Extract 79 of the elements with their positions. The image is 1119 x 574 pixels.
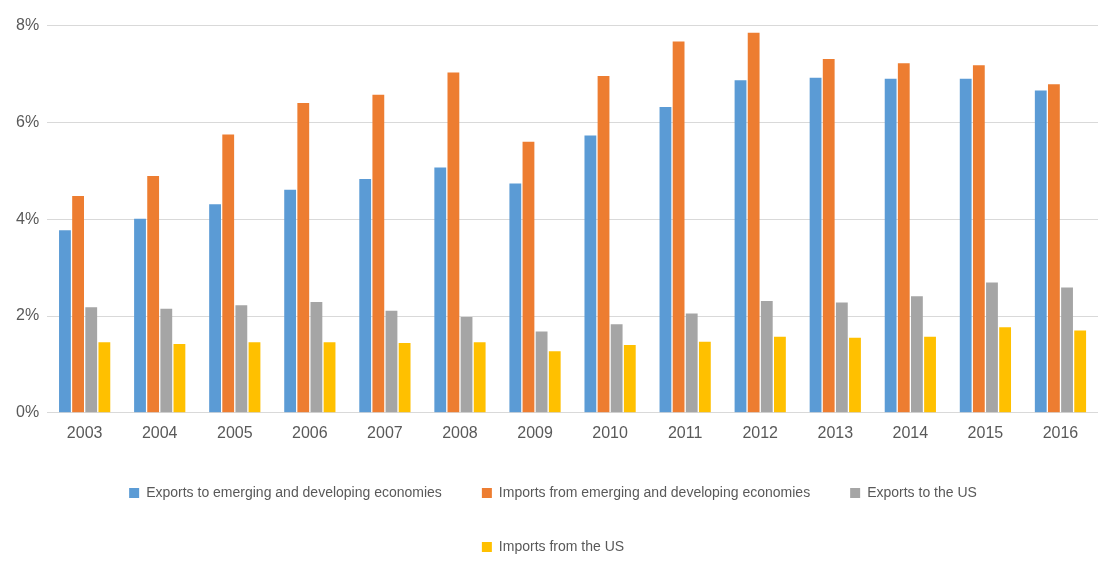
- bar: [672, 41, 685, 413]
- bar: [460, 316, 473, 413]
- bar: [173, 344, 186, 413]
- bar: [774, 336, 786, 413]
- bar: [747, 32, 760, 413]
- bar: [434, 167, 447, 413]
- bar: [59, 230, 71, 413]
- bar: [72, 195, 84, 413]
- x-tick-label: 2015: [967, 423, 1004, 441]
- bar: [972, 65, 985, 413]
- bar: [248, 342, 261, 413]
- bar: [359, 179, 372, 413]
- bar: [160, 308, 173, 413]
- bar: [911, 296, 923, 413]
- y-tick-label: 4%: [16, 209, 40, 227]
- bar: [685, 313, 698, 413]
- bar: [1047, 84, 1060, 413]
- x-tick-label: 2011: [667, 423, 703, 441]
- bar: [535, 331, 548, 413]
- legend-label: Imports from emerging and developing economies: [498, 483, 811, 500]
- y-tick-label: 6%: [16, 112, 40, 130]
- bar: [147, 176, 160, 413]
- x-tick-label: 2006: [292, 423, 328, 441]
- legend-label: Exports to the US: [867, 483, 977, 500]
- bar: [698, 341, 711, 413]
- bar: [473, 342, 486, 413]
- bar: [884, 78, 897, 413]
- y-tick-label: 0%: [16, 403, 40, 421]
- bar: [134, 218, 146, 413]
- bar: [310, 301, 323, 413]
- x-tick-label: 2013: [817, 423, 854, 441]
- x-tick-label: 2005: [216, 423, 253, 441]
- x-tick-label: 2007: [367, 423, 403, 441]
- bar: [959, 78, 972, 413]
- x-tick-label: 2010: [592, 423, 628, 441]
- bar: [323, 342, 336, 413]
- legend-label: Exports to emerging and developing economies: [146, 483, 442, 500]
- y-tick-label: 8%: [16, 16, 40, 34]
- bar: [1074, 330, 1087, 413]
- bar: [734, 80, 747, 413]
- bar: [284, 189, 297, 413]
- bar: [897, 63, 910, 413]
- bar: [209, 204, 221, 413]
- x-tick-label: 2012: [742, 423, 779, 441]
- legend-label: Imports from the US: [498, 537, 625, 554]
- bar: [548, 351, 561, 413]
- bar: [659, 106, 672, 413]
- x-tick-label: 2016: [1042, 423, 1079, 441]
- bar: [372, 94, 385, 413]
- bar: [610, 324, 623, 413]
- bar: [85, 307, 98, 413]
- bar: [509, 183, 522, 413]
- bar: [809, 77, 822, 413]
- bar: [999, 327, 1012, 413]
- bar: [222, 134, 235, 413]
- bar: [398, 343, 411, 413]
- y-tick-label: 2%: [16, 306, 40, 324]
- bar: [849, 337, 861, 413]
- bar: [822, 59, 835, 413]
- bar: [584, 135, 597, 413]
- bar: [924, 336, 936, 413]
- x-tick-label: 2014: [892, 423, 929, 441]
- bar: [597, 75, 610, 413]
- bar: [98, 342, 111, 413]
- x-tick-label: 2003: [66, 423, 103, 441]
- bar: [297, 103, 310, 413]
- bar: [1034, 90, 1047, 413]
- bar: [385, 310, 398, 413]
- bar: [835, 302, 848, 413]
- bar: [235, 305, 248, 413]
- bar: [447, 72, 460, 413]
- bar: [522, 141, 535, 413]
- bar: [760, 301, 773, 413]
- x-tick-label: 2009: [517, 423, 553, 441]
- bar: [986, 282, 998, 413]
- x-tick-label: 2004: [141, 423, 178, 441]
- bar: [1061, 287, 1073, 413]
- x-tick-label: 2008: [442, 423, 478, 441]
- bar: [623, 345, 636, 413]
